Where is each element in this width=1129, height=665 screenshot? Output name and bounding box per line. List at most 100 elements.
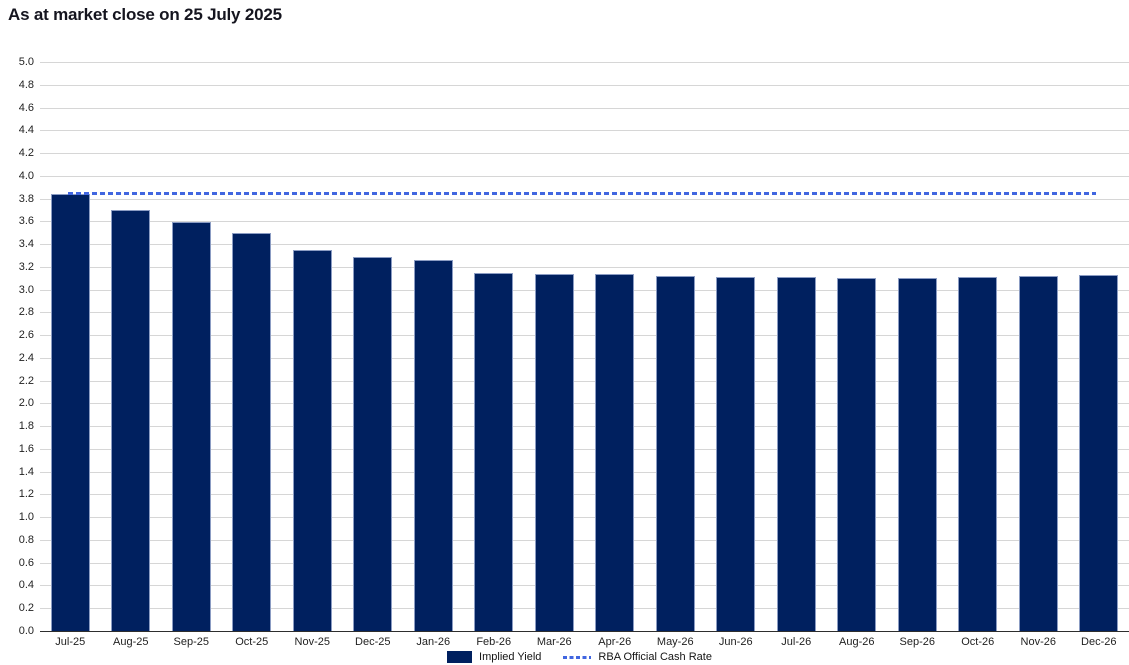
gridline [40, 585, 1129, 587]
x-tick-label: Feb-26 [476, 636, 512, 648]
gridline [40, 426, 1129, 428]
bar-slot [524, 62, 585, 631]
y-tick-label: 0.0 [18, 625, 34, 637]
y-tick-label: 5.0 [18, 56, 34, 68]
y-tick-label: 3.6 [18, 215, 34, 228]
gridline [40, 175, 1129, 177]
bar-Feb-26 [474, 272, 514, 631]
y-tick-label: 4.6 [18, 101, 34, 114]
bar-slot [706, 62, 767, 631]
x-tick-label: Aug-26 [839, 636, 875, 648]
y-tick-label: 0.8 [18, 533, 34, 546]
x-tick-label: Jan-26 [416, 636, 451, 648]
gridline [40, 335, 1129, 337]
bar-slot [645, 62, 706, 631]
bar-Nov-25 [292, 249, 332, 631]
x-tick-label: Oct-26 [961, 636, 995, 648]
x-axis-labels: Jul-25 Aug-25 Sep-25 Oct-25 Nov-25 Dec-25 Jan-… [40, 636, 1129, 648]
x-tick-label: Aug-25 [113, 636, 149, 648]
gridline [40, 266, 1129, 268]
bar-Mar-26 [534, 273, 574, 631]
gridline [40, 198, 1129, 200]
bar-Jul-26 [776, 277, 816, 631]
bar-Aug-25 [111, 209, 151, 631]
gridline [40, 403, 1129, 405]
bar-Sep-25 [171, 222, 211, 631]
bar-May-26 [655, 275, 695, 631]
bar-Aug-26 [837, 278, 877, 631]
gridline [40, 107, 1129, 109]
gridline [40, 221, 1129, 223]
bar-Oct-26 [958, 277, 998, 631]
cash-rate-dashed-swatch [563, 655, 592, 659]
y-tick-label: 0.2 [18, 602, 34, 615]
x-tick-label: Dec-25 [355, 636, 391, 648]
x-tick-label: Jun-26 [718, 636, 753, 648]
x-tick-label: Mar-26 [536, 636, 572, 648]
gridline [40, 471, 1129, 473]
gridline [40, 539, 1129, 541]
y-tick-label: 2.6 [18, 329, 34, 342]
gridline [40, 517, 1129, 519]
bar-slot [887, 62, 948, 631]
bar-slot [464, 62, 525, 631]
y-tick-label: 4.2 [18, 147, 34, 160]
y-tick-label: 1.4 [18, 465, 34, 478]
legend: Implied Yield RBA Official Cash Rate [0, 650, 1129, 664]
x-tick-label: Jul-26 [781, 636, 812, 648]
bar-slot [101, 62, 162, 631]
gridline [40, 608, 1129, 610]
y-tick-label: 3.2 [18, 260, 34, 273]
gridline [40, 84, 1129, 86]
gridline [40, 448, 1129, 450]
y-tick-label: 3.8 [18, 192, 34, 205]
gridline [40, 62, 1129, 63]
gridline [40, 244, 1129, 246]
bar-slot [766, 62, 827, 631]
y-tick-label: 4.8 [18, 78, 34, 91]
y-tick-label: 3.0 [18, 283, 34, 296]
legend-item-implied-yield: Implied Yield [447, 651, 541, 663]
gridline [40, 312, 1129, 314]
y-tick-label: 3.4 [18, 238, 34, 251]
bar-Dec-26 [1079, 274, 1119, 631]
legend-label-implied-yield: Implied Yield [479, 651, 542, 663]
y-tick-label: 1.8 [18, 420, 34, 433]
y-tick-label: 4.0 [18, 169, 34, 182]
bar-slot [161, 62, 222, 631]
gridline [40, 357, 1129, 359]
y-tick-label: 2.8 [18, 306, 34, 319]
gridline [40, 380, 1129, 382]
bar-Jul-25 [50, 194, 90, 631]
y-tick-label: 4.4 [18, 124, 34, 137]
x-axis-line [40, 631, 1129, 632]
bar-Jun-26 [716, 277, 756, 631]
bar-Oct-25 [232, 232, 272, 631]
gridline [40, 494, 1129, 496]
implied-yield-swatch [447, 651, 473, 663]
bar-slot [282, 62, 343, 631]
chart-title: As at market close on 25 July 2025 [8, 5, 282, 24]
x-tick-label: Sep-26 [899, 636, 935, 648]
bar-Apr-26 [595, 273, 635, 631]
legend-item-cash-rate: RBA Official Cash Rate [563, 651, 712, 663]
x-tick-label: Oct-25 [235, 636, 269, 648]
bar-slot [222, 62, 283, 631]
y-tick-label: 0.6 [18, 556, 34, 569]
bar-Dec-25 [353, 256, 393, 631]
y-tick-label: 2.2 [18, 374, 34, 387]
bar-slot [1069, 62, 1129, 631]
bar-slot [827, 62, 888, 631]
gridline [40, 153, 1129, 155]
x-tick-label: Dec-26 [1081, 636, 1117, 648]
y-tick-label: 1.2 [18, 488, 34, 501]
plot-area [40, 62, 1129, 632]
y-tick-label: 0.4 [18, 579, 34, 592]
bar-slot [343, 62, 404, 631]
y-tick-label: 2.0 [18, 397, 34, 410]
bar-Jan-26 [413, 260, 453, 631]
bar-slot [403, 62, 464, 631]
x-tick-label: Jul-25 [55, 636, 86, 648]
bar-slot [40, 62, 101, 631]
